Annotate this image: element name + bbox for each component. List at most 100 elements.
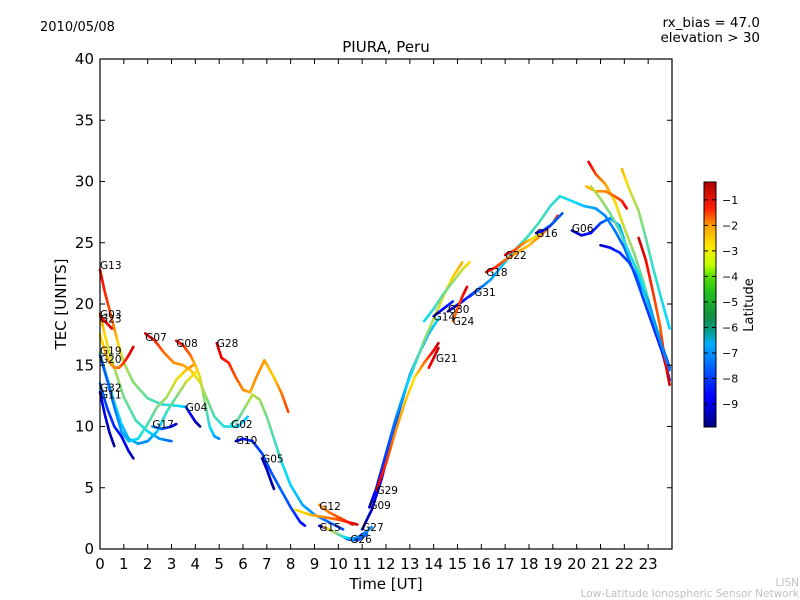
satellite-label: G12 xyxy=(319,501,341,513)
satellite-label: G03 xyxy=(100,309,122,321)
x-tick-label: 2 xyxy=(143,555,153,573)
colorbar: −1 −2 −3 −4 −5 −6 −7 −8 −9 Latitude xyxy=(703,181,757,428)
trace-segment xyxy=(555,214,559,219)
trace-segment xyxy=(667,379,671,387)
colorbar-tick-label: −8 xyxy=(722,373,738,386)
colorbar-label: Latitude xyxy=(742,278,757,332)
colorbar-tick-label: −2 xyxy=(722,219,738,232)
trace-segment xyxy=(131,345,135,350)
satellite-label: G20 xyxy=(100,354,122,366)
colorbar-tick-label: −4 xyxy=(722,270,738,283)
satellite-label: G17 xyxy=(152,419,174,431)
colorbar-tick-label: −5 xyxy=(722,296,738,309)
satellite-label: G23 xyxy=(100,314,122,326)
x-tick-label: 17 xyxy=(496,555,515,573)
x-tick-label: 6 xyxy=(238,555,248,573)
colorbar-ticks: −1 −2 −3 −4 −5 −6 −7 −8 −9 xyxy=(704,194,738,411)
trace-segment xyxy=(435,317,440,323)
satellite-label: G22 xyxy=(505,250,526,262)
satellite-label: G07 xyxy=(145,332,167,344)
satellite-label: G15 xyxy=(319,522,341,534)
x-tick-label: 14 xyxy=(424,555,443,573)
y-tick-label: 25 xyxy=(75,234,94,252)
trace-segment xyxy=(244,415,250,420)
x-tick-label: 5 xyxy=(214,555,224,573)
satellite-trace xyxy=(294,508,359,526)
x-tick-label: 9 xyxy=(310,555,320,573)
satellite-trace-g14 xyxy=(432,300,455,318)
colorbar-gradient xyxy=(703,181,717,428)
colorbar-tick-label: −1 xyxy=(722,194,738,207)
satellite-trace-g05 xyxy=(260,457,276,491)
satellite-trace xyxy=(620,167,671,330)
trace-segment xyxy=(112,442,116,448)
trace-segment xyxy=(459,261,464,267)
satellite-label: G10 xyxy=(236,435,258,447)
colorbar-tick-label: −6 xyxy=(722,321,738,334)
satellite-label: G26 xyxy=(350,534,372,546)
satellite-label: G11 xyxy=(100,390,122,402)
satellite-label: G06 xyxy=(572,223,594,235)
trace-segment xyxy=(466,261,471,265)
satellite-trace xyxy=(322,525,374,541)
x-axis-ticks: 0 1 2 3 4 5 6 7 8 9 10 11 12 13 14 15 16 17 18 19 20 21 22 23 xyxy=(95,59,658,573)
colorbar-tick-label: −9 xyxy=(722,398,738,411)
satellite-trace-g31 xyxy=(468,194,671,382)
trace-segment xyxy=(131,455,135,460)
satellite-trace-g10 xyxy=(234,437,307,528)
satellite-trace-g11 xyxy=(98,390,116,448)
y-axis-label: TEC [UNITS] xyxy=(52,259,70,351)
satellite-trace-g21 xyxy=(427,346,440,370)
chart-title: PIURA, Peru xyxy=(342,38,429,56)
y-tick-label: 10 xyxy=(75,418,94,436)
y-tick-label: 35 xyxy=(75,111,94,129)
x-tick-label: 11 xyxy=(353,555,372,573)
trace-segment xyxy=(285,407,290,414)
axes-frame xyxy=(99,58,673,550)
x-tick-label: 8 xyxy=(286,555,296,573)
x-tick-label: 7 xyxy=(262,555,272,573)
x-tick-label: 12 xyxy=(376,555,395,573)
y-axis-ticks: 0 5 10 15 20 25 30 35 40 xyxy=(75,50,672,558)
satellite-label: G14 xyxy=(434,311,456,323)
x-tick-label: 20 xyxy=(567,555,586,573)
x-tick-label: 10 xyxy=(329,555,348,573)
satellite-trace xyxy=(589,185,671,372)
satellite-label: G16 xyxy=(536,228,558,240)
satellite-label: G24 xyxy=(453,316,475,328)
x-tick-label: 23 xyxy=(639,555,658,573)
satellite-label: G31 xyxy=(474,287,496,299)
trace-segment xyxy=(198,424,202,428)
satellite-label: G13 xyxy=(100,260,122,272)
satellite-label: G30 xyxy=(448,304,470,316)
x-axis-label: Time [UT] xyxy=(348,575,422,593)
satellite-label: G05 xyxy=(262,453,284,465)
satellite-label: G27 xyxy=(362,522,384,534)
date-label: 2010/05/08 xyxy=(40,20,115,35)
colorbar-tick-label: −3 xyxy=(722,245,738,258)
satellite-label: G29 xyxy=(376,485,398,497)
trace-segment xyxy=(436,346,440,352)
x-tick-label: 22 xyxy=(615,555,634,573)
series-layer xyxy=(98,160,671,542)
satellite-label: G21 xyxy=(436,353,458,365)
x-tick-label: 4 xyxy=(191,555,201,573)
satellite-label: G09 xyxy=(369,500,391,512)
trace-segment xyxy=(624,205,629,210)
x-tick-label: 18 xyxy=(519,555,538,573)
satellite-trace-g17 xyxy=(151,422,178,431)
y-tick-label: 30 xyxy=(75,173,94,191)
x-tick-label: 15 xyxy=(448,555,467,573)
y-tick-label: 15 xyxy=(75,356,94,374)
x-tick-label: 19 xyxy=(543,555,562,573)
x-tick-label: 13 xyxy=(400,555,419,573)
x-tick-label: 16 xyxy=(472,555,491,573)
elevation-annotation: elevation > 30 xyxy=(660,30,760,46)
satellite-trace-g16 xyxy=(534,212,564,235)
y-tick-label: 20 xyxy=(75,295,94,313)
trace-segment xyxy=(190,363,195,368)
satellite-label: G32 xyxy=(100,382,122,394)
rx-bias-annotation: rx_bias = 47.0 xyxy=(662,15,760,31)
